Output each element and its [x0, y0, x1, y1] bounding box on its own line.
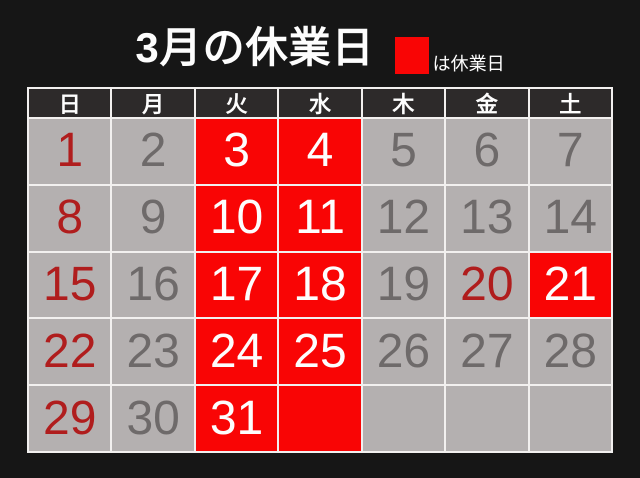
- calendar-cell: 4: [279, 119, 361, 184]
- day-number: 14: [543, 191, 597, 245]
- calendar-cell: 31: [195, 386, 278, 451]
- calendar-cell: 26: [362, 319, 445, 385]
- legend: は休業日: [394, 37, 505, 76]
- day-number: 17: [209, 257, 264, 311]
- calendar-cell: 15: [29, 252, 111, 318]
- day-number: 27: [460, 324, 514, 378]
- day-number: 23: [126, 324, 180, 378]
- calendar-cell: [362, 386, 445, 451]
- calendar-cell: 12: [362, 185, 445, 251]
- day-number: 21: [543, 257, 597, 311]
- calendar-cell: 24: [195, 319, 278, 385]
- calendar-cell: 20: [446, 252, 528, 318]
- day-number: 6: [473, 124, 501, 178]
- day-number: 22: [43, 324, 97, 378]
- day-number: 28: [543, 324, 597, 378]
- calendar-cell: 27: [446, 319, 528, 385]
- calendar-cell: 1: [29, 119, 111, 184]
- page-title: 3月の休業日: [135, 24, 375, 71]
- calendar-cell: 10: [195, 185, 278, 251]
- calendar-cell: 3: [195, 119, 278, 184]
- day-header: 金: [446, 89, 528, 117]
- day-number: 7: [556, 124, 584, 178]
- day-number: 8: [56, 191, 84, 245]
- day-number: 5: [390, 124, 417, 178]
- calendar: 日月火水木金土 1 2 3 4 5 6 7 8 9 10 11 12 13 14 15 16 17 18 19 20 21…: [27, 87, 613, 453]
- calendar-cell: 2: [112, 119, 194, 184]
- calendar-cell: 28: [529, 319, 611, 385]
- calendar-cell: 13: [446, 185, 528, 251]
- day-header: 木: [362, 89, 445, 117]
- calendar-cell: 9: [112, 185, 194, 251]
- calendar-cell: 6: [446, 119, 528, 184]
- calendar-cell: 8: [29, 185, 111, 251]
- page-header: 3月の休業日 は休業日: [0, 20, 640, 76]
- calendar-cell: 18: [279, 252, 361, 318]
- day-number: 18: [293, 257, 347, 311]
- day-number: 3: [223, 124, 250, 178]
- calendar-cell: 14: [529, 185, 611, 251]
- calendar-cell: 16: [112, 252, 194, 318]
- calendar-cell: 23: [112, 319, 194, 385]
- day-number: 4: [306, 124, 334, 178]
- day-header: 日: [29, 89, 111, 117]
- day-number: 15: [43, 257, 97, 311]
- closed-day-swatch-icon: [394, 37, 429, 74]
- day-number: 26: [376, 324, 431, 378]
- day-number: 13: [460, 191, 514, 245]
- day-number: 1: [56, 124, 84, 178]
- day-number: 20: [460, 257, 514, 311]
- calendar-cell: [529, 386, 611, 451]
- day-number: 11: [295, 191, 345, 245]
- calendar-cell: 22: [29, 319, 111, 385]
- day-number: 10: [209, 191, 264, 245]
- calendar-cell: 29: [29, 386, 111, 451]
- day-number: 19: [376, 257, 431, 311]
- calendar-cell: 25: [279, 319, 361, 385]
- day-number: 16: [126, 257, 180, 311]
- calendar-cell: [446, 386, 528, 451]
- day-number: 12: [376, 191, 431, 245]
- day-number: 2: [139, 124, 167, 178]
- calendar-cell: 17: [195, 252, 278, 318]
- calendar-cell: 19: [362, 252, 445, 318]
- calendar-cell: 30: [112, 386, 194, 451]
- day-header: 土: [529, 89, 611, 117]
- day-number: 31: [209, 391, 264, 445]
- day-number: 9: [139, 191, 167, 245]
- day-number: 30: [126, 391, 180, 445]
- day-number: 29: [43, 391, 97, 445]
- calendar-cell: 5: [362, 119, 445, 184]
- calendar-cell: [279, 386, 361, 451]
- day-header: 水: [279, 89, 361, 117]
- day-number: 25: [293, 324, 347, 378]
- calendar-cell: 7: [529, 119, 611, 184]
- day-number: 24: [209, 324, 264, 378]
- legend-label: は休業日: [432, 54, 505, 74]
- calendar-cell: 11: [279, 185, 361, 251]
- day-header: 月: [112, 89, 194, 117]
- calendar-cell: 21: [529, 252, 611, 318]
- day-header: 火: [195, 89, 278, 117]
